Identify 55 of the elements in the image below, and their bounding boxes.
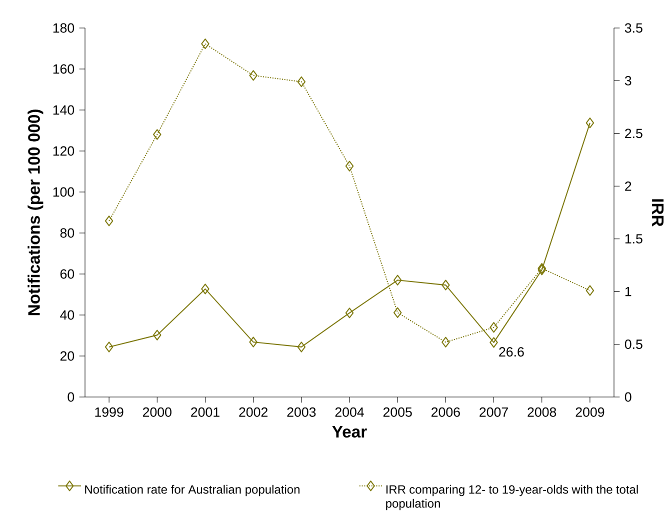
point xyxy=(393,307,402,318)
point xyxy=(201,284,210,294)
y2-tick-label: 2.5 xyxy=(625,128,642,138)
x-tick-label: 1999 xyxy=(95,407,124,417)
point xyxy=(249,336,258,348)
y2-tick-label: 0.5 xyxy=(624,340,642,349)
y2-tick-label: 1.5 xyxy=(625,234,642,244)
point xyxy=(490,322,498,333)
y-tick-label: 80 xyxy=(60,228,74,238)
annotation: 26.6 xyxy=(499,347,524,357)
point xyxy=(153,330,162,340)
legend-label: IRR comparing 12- to 19-year-olds with the total population xyxy=(386,484,638,510)
y-tick-label: 0 xyxy=(68,392,74,402)
x-tick-label: 2008 xyxy=(528,407,556,417)
point xyxy=(153,129,162,140)
point xyxy=(442,280,450,290)
x-tick-label: 2001 xyxy=(191,407,220,417)
y2-axis-title: IRR xyxy=(652,199,664,226)
x-tick-label: 2003 xyxy=(287,407,316,417)
y2-tick-label: 0 xyxy=(624,392,632,402)
point xyxy=(345,308,354,318)
x-tick-label: 2009 xyxy=(576,407,604,417)
legend-label: Notification rate for Australian population xyxy=(85,484,300,496)
y-tick-label: 180 xyxy=(53,23,74,33)
point xyxy=(297,342,306,352)
y2-tick-label: 3 xyxy=(624,76,632,86)
y-tick-label: 120 xyxy=(53,146,74,156)
y-axis-title: Notifications (per 100 000) xyxy=(28,110,44,316)
point xyxy=(297,76,306,88)
y-tick-label: 40 xyxy=(60,310,74,320)
y-tick-label: 100 xyxy=(53,187,74,197)
point xyxy=(104,216,114,226)
point xyxy=(201,38,210,50)
x-tick-label: 2005 xyxy=(383,407,412,417)
x-tick-label: 2004 xyxy=(335,407,364,417)
y-tick-label: 160 xyxy=(53,64,74,74)
y-tick-label: 20 xyxy=(60,351,74,361)
y2-tick-label: 2 xyxy=(625,181,632,191)
y2-tick-label: 3.5 xyxy=(624,23,642,33)
point xyxy=(249,70,258,81)
x-axis-title: Year xyxy=(332,426,367,438)
point xyxy=(345,160,354,172)
x-tick-label: 2002 xyxy=(239,407,268,417)
x-tick-label: 2006 xyxy=(432,407,460,417)
point xyxy=(586,285,594,296)
y-tick-label: 140 xyxy=(53,105,74,115)
point xyxy=(490,337,498,348)
y2-tick-label: 1 xyxy=(625,286,632,296)
point xyxy=(104,342,114,352)
point xyxy=(393,274,402,286)
x-tick-label: 2000 xyxy=(142,407,172,417)
point xyxy=(442,336,450,348)
x-tick-label: 2007 xyxy=(480,407,508,417)
point xyxy=(586,118,594,128)
y-tick-label: 60 xyxy=(60,269,74,279)
